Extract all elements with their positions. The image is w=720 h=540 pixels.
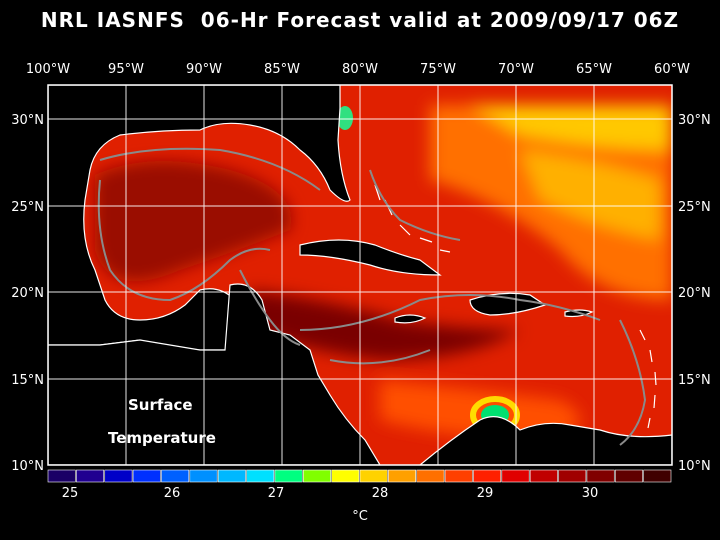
colorbar-swatch [302,469,331,483]
map-field: Surface Temperature [48,85,672,465]
caribbean-hot-core [250,290,520,360]
colorbar-tick-30: 30 [582,486,599,501]
bathymetry-contours [97,147,647,446]
gulf-shelf-contour [97,147,321,302]
lat-label-25n-right: 25°N [678,200,711,215]
colorbar-tick-28: 28 [372,486,389,501]
colorbar-swatch [473,469,502,483]
lon-label-60w: 60°W [654,62,690,77]
colorbar-tick-25: 25 [62,486,79,501]
colorbar-swatch [104,469,133,483]
lat-label-20n-left: 20°N [11,286,44,301]
antilles-contour [619,319,647,446]
lat-label-10n-right: 10°N [678,459,711,474]
colorbar-tick-26: 26 [164,486,181,501]
colorbar-tick-labels: 25 26 27 28 29 30 [62,486,599,501]
nw-atlantic-cool-patch [337,106,353,130]
colorbar-swatch [331,469,360,483]
colorbar-tick-27: 27 [268,486,285,501]
lat-label-30n-left: 30°N [11,113,44,128]
lat-label-15n-right: 15°N [678,373,711,388]
colorbar-swatch [416,469,445,483]
colorbar-swatch [246,469,275,483]
colorbar-swatch [217,469,246,483]
colorbar-swatch [614,469,643,483]
lat-label-10n-left: 10°N [11,459,44,474]
jamaica-land [394,314,427,324]
lat-label-15n-left: 15°N [11,373,44,388]
lon-label-80w: 80°W [342,62,378,77]
colorbar-swatch [161,469,190,483]
latitude-labels-right: 30°N 25°N 20°N 15°N 10°N [678,113,711,474]
caribbean-contour [299,294,601,365]
lon-label-95w: 95°W [108,62,144,77]
colorbar-swatch [501,469,530,483]
map-frame [47,84,673,466]
colorbar-unit: °C [352,509,368,524]
lat-label-30n-right: 30°N [678,113,711,128]
colorbar-swatch [388,469,417,483]
latitude-labels-left: 30°N 25°N 20°N 15°N 10°N [11,113,44,474]
atlantic-warm-band [520,150,660,240]
south-america-land [419,416,672,465]
colorbar-swatch [76,469,105,483]
lon-label-90w: 90°W [186,62,222,77]
annotation-temperature: Temperature [108,429,216,447]
map-title: NRL IASNFS 06-Hr Forecast valid at 2009/… [40,8,680,32]
lat-label-25n-left: 25°N [11,200,44,215]
colorbar-swatch [359,469,388,483]
temperature-field [95,105,672,440]
colorbar-swatch [444,469,473,483]
hispaniola-land [469,292,547,316]
longitude-labels: 100°W 95°W 90°W 85°W 80°W 75°W 70°W 65°W… [26,62,690,77]
lon-label-75w: 75°W [420,62,456,77]
colorbar-swatch [529,469,558,483]
colorbar-swatch [189,469,218,483]
lon-label-100w: 100°W [26,62,70,77]
colorbar-swatch [643,469,672,483]
colorbar-swatch [586,469,615,483]
colorbar-swatch [274,469,303,483]
yucatan-contour [239,269,301,346]
lon-label-70w: 70°W [498,62,534,77]
colorbar-swatch [558,469,587,483]
lat-label-20n-right: 20°N [678,286,711,301]
colorbar-swatch [132,469,161,483]
northeast-yellow [470,105,672,150]
colorbar-tick-29: 29 [477,486,494,501]
lon-label-65w: 65°W [576,62,612,77]
graticule [48,85,672,465]
colorbar [47,469,672,483]
cuba-land [299,239,442,276]
annotation-surface: Surface [128,396,193,414]
south-caribbean-orange [380,380,580,440]
colorbar-swatch [47,469,76,483]
lon-label-85w: 85°W [264,62,300,77]
gulf-hot-core [95,161,292,282]
bahamas-contour [369,169,461,241]
